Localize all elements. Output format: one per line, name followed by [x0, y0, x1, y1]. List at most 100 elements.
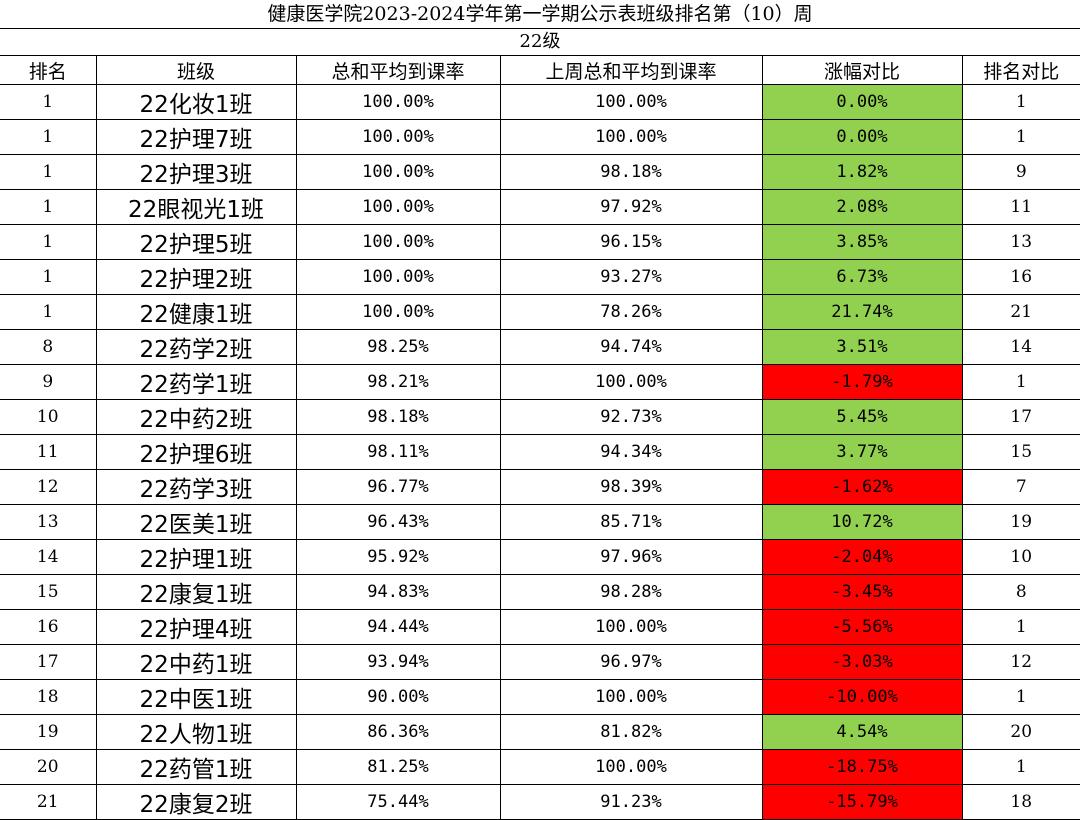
last-week-attendance-cell: 96.15%: [499, 224, 763, 260]
avg-attendance-cell: 100.00%: [295, 259, 501, 295]
table-row: 1 22护理7班 100.00% 100.00% 0.00% 1: [0, 119, 1080, 155]
change-cell: -3.45%: [761, 574, 963, 610]
last-week-attendance-cell: 97.96%: [499, 539, 763, 575]
table-row: 1 22护理5班 100.00% 96.15% 3.85% 13: [0, 224, 1080, 260]
class-name-cell: 22眼视光1班: [95, 189, 297, 225]
rank-cell: 1: [0, 154, 97, 190]
table-row: 18 22中医1班 90.00% 100.00% -10.00% 1: [0, 679, 1080, 715]
class-name-cell: 22护理5班: [95, 224, 297, 260]
table-row: 9 22药学1班 98.21% 100.00% -1.79% 1: [0, 364, 1080, 400]
rank-cell: 9: [0, 364, 97, 400]
last-week-attendance-cell: 100.00%: [499, 749, 763, 785]
rank-compare-cell: 1: [961, 749, 1080, 785]
table-row: 20 22药管1班 81.25% 100.00% -18.75% 1: [0, 749, 1080, 785]
class-name-cell: 22护理2班: [95, 259, 297, 295]
rank-cell: 1: [0, 259, 97, 295]
last-week-attendance-cell: 100.00%: [499, 609, 763, 645]
class-name-cell: 22药学2班: [95, 329, 297, 365]
avg-attendance-cell: 100.00%: [295, 224, 501, 260]
rank-compare-cell: 17: [961, 399, 1080, 435]
class-name-cell: 22药学3班: [95, 469, 297, 505]
last-week-attendance-cell: 81.82%: [499, 714, 763, 750]
last-week-attendance-cell: 100.00%: [499, 119, 763, 155]
rank-compare-cell: 1: [961, 84, 1080, 120]
avg-attendance-cell: 95.92%: [295, 539, 501, 575]
last-week-attendance-cell: 100.00%: [499, 84, 763, 120]
rank-compare-cell: 12: [961, 644, 1080, 680]
last-week-attendance-cell: 100.00%: [499, 679, 763, 715]
rank-compare-cell: 9: [961, 154, 1080, 190]
last-week-attendance-cell: 100.00%: [499, 364, 763, 400]
ranking-table: 排名 班级 总和平均到课率 上周总和平均到课率 涨幅对比 排名对比 1 22化妆1…: [0, 55, 1080, 820]
table-row: 10 22中药2班 98.18% 92.73% 5.45% 17: [0, 399, 1080, 435]
change-cell: -1.62%: [761, 469, 963, 505]
change-cell: 3.85%: [761, 224, 963, 260]
change-cell: 0.00%: [761, 84, 963, 120]
change-cell: 0.00%: [761, 119, 963, 155]
avg-attendance-cell: 100.00%: [295, 154, 501, 190]
avg-attendance-cell: 100.00%: [295, 189, 501, 225]
rank-cell: 1: [0, 119, 97, 155]
change-cell: -3.03%: [761, 644, 963, 680]
table-row: 19 22人物1班 86.36% 81.82% 4.54% 20: [0, 714, 1080, 750]
table-row: 1 22眼视光1班 100.00% 97.92% 2.08% 11: [0, 189, 1080, 225]
rank-cell: 17: [0, 644, 97, 680]
class-name-cell: 22护理1班: [95, 539, 297, 575]
avg-attendance-cell: 100.00%: [295, 119, 501, 155]
class-name-cell: 22中药2班: [95, 399, 297, 435]
change-cell: -2.04%: [761, 539, 963, 575]
rank-compare-cell: 18: [961, 784, 1080, 820]
avg-attendance-cell: 94.83%: [295, 574, 501, 610]
table-row: 21 22康复2班 75.44% 91.23% -15.79% 18: [0, 784, 1080, 820]
page-title: 健康医学院2023-2024学年第一学期公示表班级排名第（10）周: [0, 0, 1080, 29]
change-cell: 1.82%: [761, 154, 963, 190]
rank-cell: 11: [0, 434, 97, 470]
rank-compare-cell: 1: [961, 119, 1080, 155]
avg-attendance-cell: 98.11%: [295, 434, 501, 470]
class-name-cell: 22健康1班: [95, 294, 297, 330]
rank-cell: 18: [0, 679, 97, 715]
avg-attendance-cell: 96.43%: [295, 504, 501, 540]
rank-cell: 19: [0, 714, 97, 750]
header-last-week-attendance: 上周总和平均到课率: [499, 55, 763, 85]
table-row: 15 22康复1班 94.83% 98.28% -3.45% 8: [0, 574, 1080, 610]
class-name-cell: 22康复2班: [95, 784, 297, 820]
avg-attendance-cell: 94.44%: [295, 609, 501, 645]
table-row: 14 22护理1班 95.92% 97.96% -2.04% 10: [0, 539, 1080, 575]
class-name-cell: 22护理6班: [95, 434, 297, 470]
class-name-cell: 22护理4班: [95, 609, 297, 645]
change-cell: 6.73%: [761, 259, 963, 295]
table-row: 1 22护理2班 100.00% 93.27% 6.73% 16: [0, 259, 1080, 295]
change-cell: -1.79%: [761, 364, 963, 400]
rank-cell: 1: [0, 294, 97, 330]
table-row: 17 22中药1班 93.94% 96.97% -3.03% 12: [0, 644, 1080, 680]
avg-attendance-cell: 81.25%: [295, 749, 501, 785]
header-row: 排名 班级 总和平均到课率 上周总和平均到课率 涨幅对比 排名对比: [0, 55, 1080, 85]
change-cell: -10.00%: [761, 679, 963, 715]
change-cell: 3.77%: [761, 434, 963, 470]
last-week-attendance-cell: 94.74%: [499, 329, 763, 365]
header-change: 涨幅对比: [761, 55, 963, 85]
class-name-cell: 22化妆1班: [95, 84, 297, 120]
table-row: 11 22护理6班 98.11% 94.34% 3.77% 15: [0, 434, 1080, 470]
class-name-cell: 22人物1班: [95, 714, 297, 750]
table-row: 1 22健康1班 100.00% 78.26% 21.74% 21: [0, 294, 1080, 330]
change-cell: -5.56%: [761, 609, 963, 645]
change-cell: 3.51%: [761, 329, 963, 365]
class-name-cell: 22中药1班: [95, 644, 297, 680]
rank-cell: 21: [0, 784, 97, 820]
last-week-attendance-cell: 91.23%: [499, 784, 763, 820]
change-cell: 4.54%: [761, 714, 963, 750]
last-week-attendance-cell: 97.92%: [499, 189, 763, 225]
last-week-attendance-cell: 85.71%: [499, 504, 763, 540]
rank-compare-cell: 1: [961, 679, 1080, 715]
change-cell: 5.45%: [761, 399, 963, 435]
rank-compare-cell: 11: [961, 189, 1080, 225]
rank-cell: 15: [0, 574, 97, 610]
last-week-attendance-cell: 93.27%: [499, 259, 763, 295]
grade-subtitle: 22级: [519, 31, 561, 52]
rank-compare-cell: 21: [961, 294, 1080, 330]
change-cell: 2.08%: [761, 189, 963, 225]
header-class: 班级: [95, 55, 297, 85]
table-row: 13 22医美1班 96.43% 85.71% 10.72% 19: [0, 504, 1080, 540]
